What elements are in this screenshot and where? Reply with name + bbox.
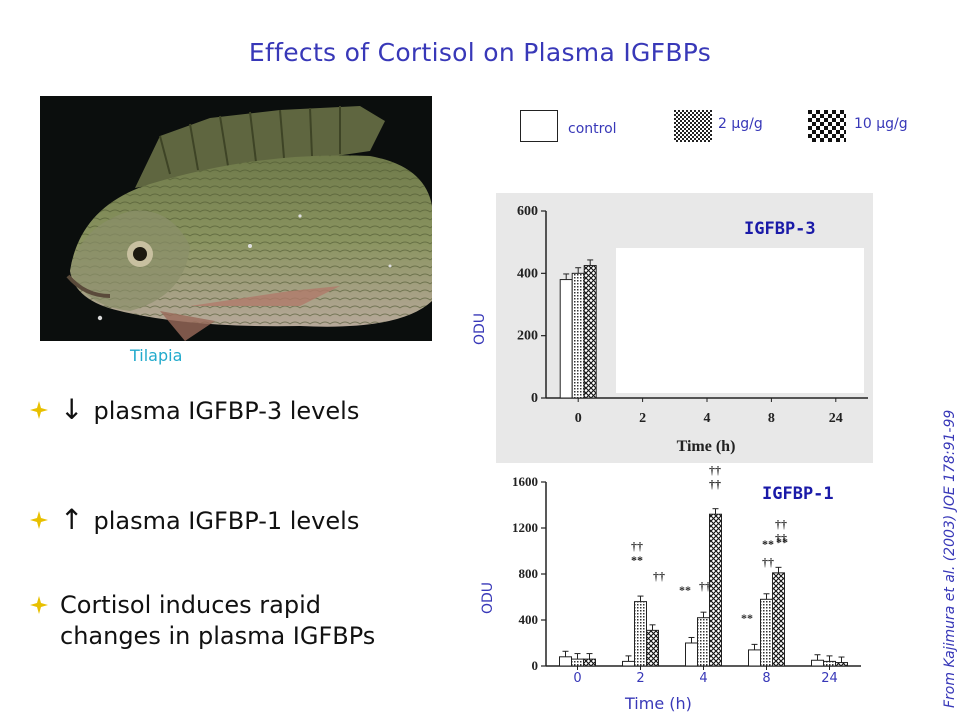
significance-marker: ** <box>741 611 753 625</box>
igfbp3-chart: 0 200 400 600 0 2 4 8 24 Time (h) IGFBP-3 <box>496 193 873 463</box>
bullet-conclusion: Cortisol induces rapid changes in plasma… <box>30 590 470 654</box>
significance-marker: †† <box>699 579 711 593</box>
x-tick-label: 2 <box>636 671 644 686</box>
bar-2gg <box>634 601 647 667</box>
chart-legend: control 2 μg/g 10 μg/g <box>520 110 940 146</box>
down-arrow-icon: ↓ <box>60 393 84 426</box>
bullet-star-icon <box>30 401 48 419</box>
y-tick-label: 0 <box>532 658 539 673</box>
significance-marker: †† <box>709 466 721 477</box>
bar-2gg <box>760 598 773 667</box>
bullet-text-line2: changes in plasma IGFBPs <box>60 622 376 650</box>
bar-control <box>748 649 761 667</box>
x-tick-label: 2 <box>639 411 646 426</box>
x-tick-label: 24 <box>829 411 843 426</box>
bar-10gg <box>646 629 659 667</box>
significance-marker: ** <box>679 583 691 597</box>
significance-marker: ** <box>762 537 774 551</box>
legend-label-10ug: 10 μg/g <box>854 116 908 132</box>
significance-marker: †† <box>631 539 643 553</box>
bar-10gg <box>835 662 848 667</box>
bar-10gg <box>772 572 785 667</box>
bar-control <box>811 659 824 667</box>
legend-swatch-10ug <box>808 110 846 142</box>
x-tick-label: 8 <box>768 411 775 426</box>
igfbp1-chart-title: IGFBP-1 <box>762 484 834 504</box>
chart-mask <box>616 248 864 393</box>
significance-marker: †† <box>762 555 774 569</box>
igfbp1-chart: 0 400 800 1200 1600 0 2 4 8 24 †† ** †† ** †† †† †† ** †† †… <box>496 463 873 688</box>
x-axis-title: Time (h) <box>677 438 736 455</box>
significance-marker: ** <box>776 535 788 549</box>
bar-control <box>685 642 698 667</box>
bar-10gg <box>709 513 722 667</box>
legend-swatch-control <box>520 110 558 142</box>
y-tick-label: 0 <box>531 391 538 406</box>
y-tick-label: 400 <box>517 266 538 281</box>
bar-control <box>559 656 572 667</box>
legend-swatch-2ug <box>674 110 712 142</box>
bullet-star-icon <box>30 511 48 529</box>
y-tick-label: 1200 <box>512 520 538 535</box>
x-tick-label: 24 <box>821 671 838 686</box>
slide-title: Effects of Cortisol on Plasma IGFBPs <box>248 38 712 67</box>
y-tick-label: 800 <box>519 566 539 581</box>
bar-2gg <box>823 660 836 667</box>
significance-marker: †† <box>653 569 665 583</box>
y-tick-label: 1600 <box>512 474 538 489</box>
legend-label-control: control <box>568 121 617 137</box>
legend-label-2ug: 2 μg/g <box>718 116 763 132</box>
bar-control <box>622 660 635 667</box>
significance-marker: †† <box>775 517 787 531</box>
bullet-text: plasma IGFBP-1 levels <box>93 507 360 535</box>
y-tick-label: 200 <box>517 329 538 344</box>
significance-marker: †† <box>709 477 721 491</box>
tilapia-photo <box>40 96 432 341</box>
significance-marker: ** <box>631 553 643 567</box>
citation: From Kajimura et al. (2003) JOE 178:91-9… <box>942 409 958 708</box>
x-tick-label: 4 <box>704 411 711 426</box>
bar-2gg <box>571 658 584 667</box>
bar-2gg <box>571 272 585 399</box>
photo-caption: Tilapia <box>130 346 183 365</box>
igfbp3-ylabel: ODU <box>472 312 488 345</box>
igfbp1-xlabel: Time (h) <box>625 694 692 713</box>
bullet-text-line1: Cortisol induces rapid <box>60 591 321 619</box>
x-tick-label: 0 <box>573 671 581 686</box>
bar-10gg <box>583 658 596 667</box>
up-arrow-icon: ↑ <box>60 503 84 536</box>
y-tick-label: 600 <box>517 204 538 219</box>
igfbp3-chart-title: IGFBP-3 <box>744 219 816 239</box>
bullet-star-icon <box>30 596 48 614</box>
igfbp1-ylabel: ODU <box>480 581 496 614</box>
x-tick-label: 8 <box>762 671 770 686</box>
significance-marker: †† <box>775 531 787 545</box>
x-tick-label: 4 <box>699 671 707 686</box>
bar-2gg <box>697 617 710 667</box>
x-tick-label: 0 <box>575 411 582 426</box>
bar-10gg <box>583 265 597 399</box>
y-tick-label: 400 <box>519 612 539 627</box>
bar-control <box>559 279 573 399</box>
fish-illustration <box>40 96 432 341</box>
bullet-text: plasma IGFBP-3 levels <box>93 397 360 425</box>
